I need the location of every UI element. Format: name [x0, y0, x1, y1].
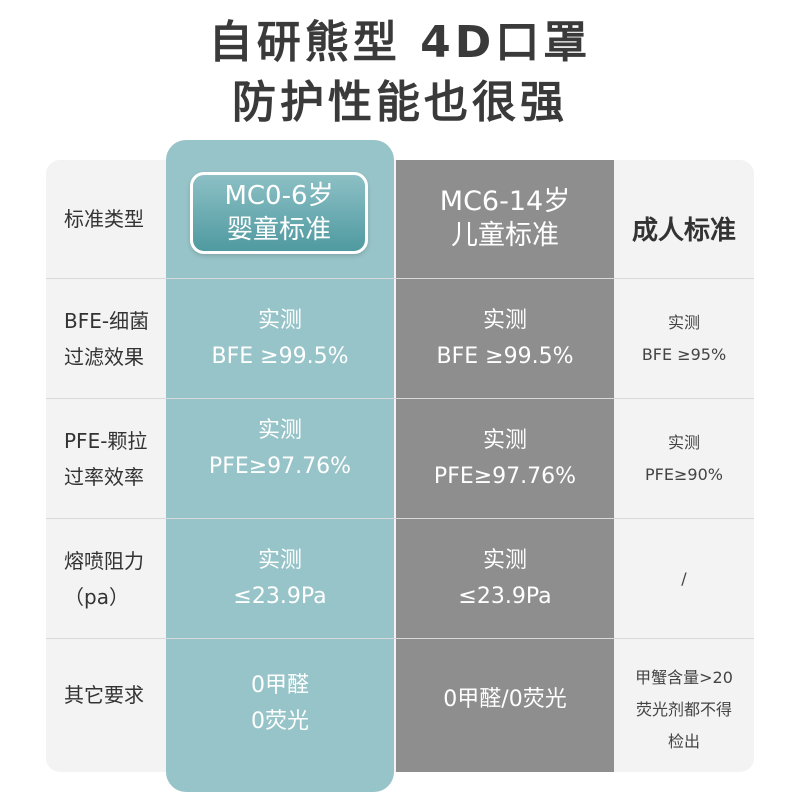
- row-divider: [46, 518, 754, 519]
- bfe-value: BFE ≥99.5%: [211, 344, 349, 369]
- infant-standard-name: 婴童标准: [226, 215, 331, 245]
- row-label-text: 标准类型: [64, 207, 144, 231]
- requirement-text: 0荧光: [251, 709, 309, 734]
- row-label-pfe: PFE-颗拉 过率效率: [46, 400, 166, 518]
- child-age-range: MC6-14岁: [439, 186, 571, 217]
- row-divider: [46, 278, 754, 279]
- row-label-other-requirements: 其它要求: [46, 640, 166, 750]
- page-title-line-2: 防护性能也很强: [232, 77, 568, 128]
- row-divider: [46, 398, 754, 399]
- adult-standard-header: 成人标准: [614, 172, 754, 290]
- pfe-value: PFE≥97.76%: [208, 454, 352, 479]
- adult-pfe-value: 实测 PFE≥90%: [614, 400, 754, 518]
- measured-label: 实测: [482, 548, 527, 573]
- child-standard-name: 儿童标准: [451, 220, 559, 251]
- row-label-text: 熔喷阻力: [64, 549, 144, 573]
- row-divider: [46, 638, 754, 639]
- adult-resistance-value: /: [614, 520, 754, 638]
- measured-label: 实测: [257, 418, 302, 443]
- child-pfe-value: 实测 PFE≥97.76%: [396, 400, 614, 518]
- infant-age-range: MC0-6岁: [224, 181, 334, 211]
- adult-other-requirements: 甲蟹含量>20 荧光剂都不得 检出: [614, 650, 754, 770]
- page-title-line-1: 自研熊型 4D口罩: [208, 17, 592, 68]
- resistance-value: ≤23.9Pa: [458, 584, 552, 609]
- row-label-standard-type: 标准类型: [46, 160, 166, 278]
- resistance-value: ≤23.9Pa: [233, 584, 327, 609]
- bfe-value: BFE ≥95%: [641, 345, 727, 364]
- measured-label: 实测: [257, 308, 302, 333]
- child-other-requirements: 0甲醛/0荧光: [396, 640, 614, 760]
- requirement-text: 0甲醛/0荧光: [443, 687, 567, 712]
- pfe-value: PFE≥97.76%: [433, 464, 577, 489]
- requirement-text: 检出: [667, 732, 700, 751]
- row-label-text: 过滤效果: [64, 345, 144, 369]
- row-label-text: PFE-颗拉: [64, 429, 148, 453]
- measured-label: 实测: [667, 433, 700, 452]
- infant-bfe-value: 实测 BFE ≥99.5%: [166, 280, 394, 398]
- adult-bfe-value: 实测 BFE ≥95%: [614, 280, 754, 398]
- infant-other-requirements: 0甲醛 0荧光: [166, 640, 394, 768]
- adult-standard-name: 成人标准: [631, 216, 736, 246]
- infant-pfe-value: 实测 PFE≥97.76%: [166, 390, 394, 508]
- row-label-text: （pa）: [64, 585, 129, 609]
- measured-label: 实测: [482, 428, 527, 453]
- infant-standard-badge: MC0-6岁 婴童标准: [190, 172, 368, 254]
- bfe-value: BFE ≥99.5%: [436, 344, 574, 369]
- child-resistance-value: 实测 ≤23.9Pa: [396, 520, 614, 638]
- row-label-text: 过率效率: [64, 465, 144, 489]
- row-label-text: BFE-细菌: [64, 309, 150, 333]
- infant-resistance-value: 实测 ≤23.9Pa: [166, 520, 394, 638]
- measured-label: 实测: [667, 313, 700, 332]
- measured-label: 实测: [482, 308, 527, 333]
- row-label-text: 其它要求: [64, 683, 144, 707]
- requirement-text: 甲蟹含量>20: [635, 668, 733, 687]
- pfe-value: PFE≥90%: [645, 465, 723, 484]
- measured-label: 实测: [257, 548, 302, 573]
- not-applicable-mark: /: [681, 569, 687, 588]
- row-label-bfe: BFE-细菌 过滤效果: [46, 280, 166, 398]
- child-standard-header: MC6-14岁 儿童标准: [396, 160, 614, 278]
- child-standard-column: [396, 160, 614, 772]
- requirement-text: 0甲醛: [251, 673, 309, 698]
- child-bfe-value: 实测 BFE ≥99.5%: [396, 280, 614, 398]
- row-label-resistance: 熔喷阻力 （pa）: [46, 520, 166, 638]
- requirement-text: 荧光剂都不得: [635, 700, 732, 719]
